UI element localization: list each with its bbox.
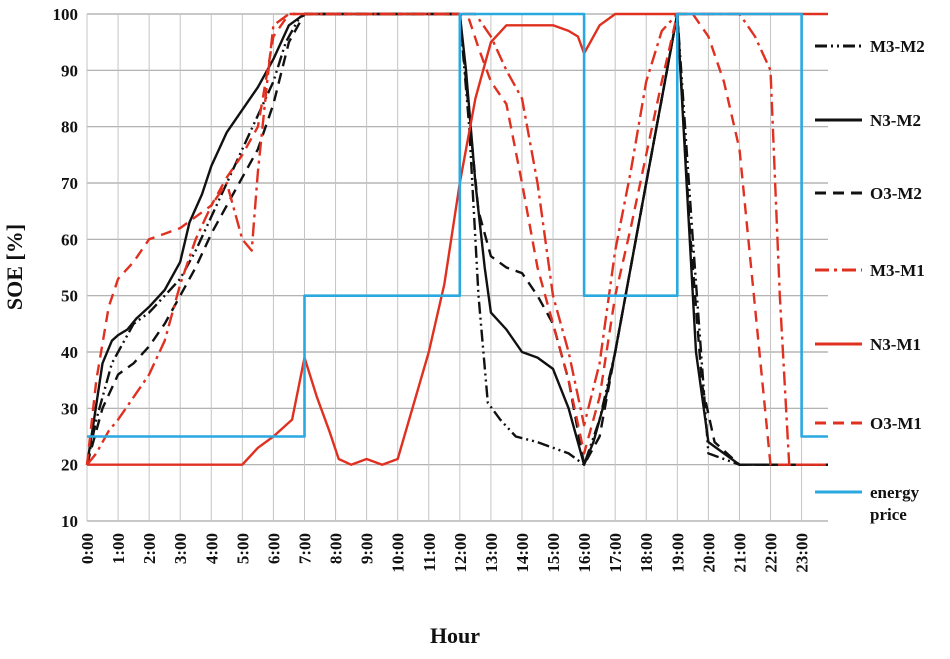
y-tick-label: 40	[61, 343, 78, 362]
legend-label-line: price	[870, 505, 907, 524]
series-line-energy-price	[87, 12, 828, 438]
legend-label-n3-m1: N3-M1	[870, 335, 921, 354]
y-tick-label: 30	[61, 399, 78, 418]
x-tick-label: 4:00	[202, 533, 221, 564]
x-tick-label: 21:00	[730, 533, 749, 573]
legend: M3-M2 N3-M2 O3-M2 M3-M1 N3-M1 O3-M1 energy pric…	[815, 37, 925, 524]
x-tick-label: 8:00	[327, 533, 346, 564]
series-lines	[85, 12, 828, 466]
y-tick-label: 90	[61, 61, 78, 80]
x-tick-label: 5:00	[233, 533, 252, 564]
legend-label-m3-m1: M3-M1	[870, 261, 925, 280]
x-tick-label: 18:00	[637, 533, 656, 573]
y-tick-label: 10	[61, 512, 78, 531]
x-tick-label: 16:00	[575, 533, 594, 573]
x-tick-label: 22:00	[762, 533, 781, 573]
x-tick-label: 11:00	[420, 533, 439, 572]
series-line-o3-m2	[85, 12, 828, 466]
y-tick-label: 70	[61, 174, 78, 193]
x-tick-labels: 0:00 1:00 2:00 3:00 4:00 5:00 6:00 7:00 8:00 9:00…	[78, 533, 812, 573]
y-tick-label: 80	[61, 118, 78, 137]
legend-label-o3-m1: O3-M1	[870, 414, 922, 433]
x-tick-label: 15:00	[544, 533, 563, 573]
y-tick-label: 50	[61, 287, 78, 306]
y-tick-labels: 10 20 30 40 50 60 70 80 90 100	[53, 5, 79, 531]
x-axis-title: Hour	[430, 623, 480, 648]
x-tick-label: 10:00	[389, 533, 408, 573]
x-tick-label: 3:00	[171, 533, 190, 564]
x-tick-label: 19:00	[668, 533, 687, 573]
legend-label-energy-price: energy price	[870, 483, 920, 524]
x-tick-label: 0:00	[78, 533, 97, 564]
x-tick-label: 6:00	[264, 533, 283, 564]
x-tick-label: 14:00	[513, 533, 532, 573]
legend-label-o3-m2: O3-M2	[870, 184, 922, 203]
x-tick-label: 9:00	[358, 533, 377, 564]
legend-label-m3-m2: M3-M2	[870, 37, 925, 56]
x-tick-label: 2:00	[140, 533, 159, 564]
series-line-n3-m1	[87, 12, 828, 466]
legend-label-n3-m2: N3-M2	[870, 111, 921, 130]
x-tick-label: 1:00	[109, 533, 128, 564]
x-tick-label: 7:00	[295, 533, 314, 564]
x-tick-label: 12:00	[451, 533, 470, 573]
x-tick-label: 17:00	[606, 533, 625, 573]
y-tick-label: 20	[61, 456, 78, 475]
x-tick-label: 13:00	[482, 533, 501, 573]
x-tick-label: 20:00	[699, 533, 718, 573]
y-tick-label: 60	[61, 230, 78, 249]
legend-label-line: energy	[870, 483, 920, 502]
x-tick-label: 23:00	[793, 533, 812, 573]
y-tick-label: 100	[53, 5, 79, 24]
y-axis-title: SOE [%]	[2, 224, 27, 310]
